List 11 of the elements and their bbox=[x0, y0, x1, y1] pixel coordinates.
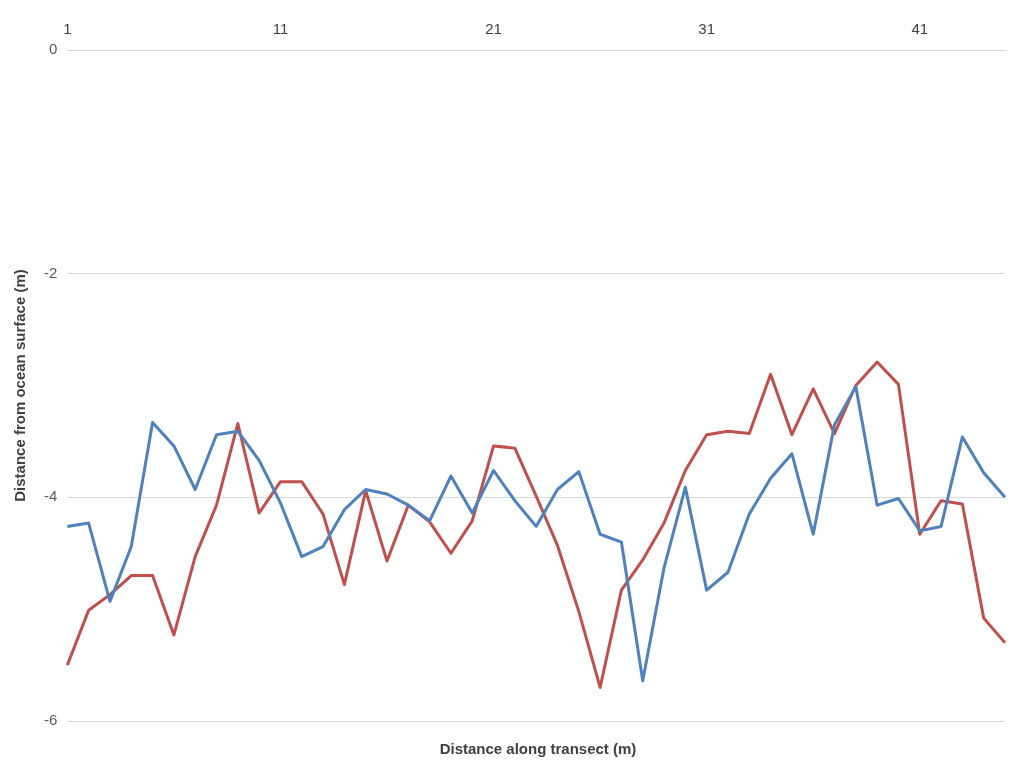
y-tick-label: 0 bbox=[48, 40, 58, 58]
x-tick-label: 31 bbox=[698, 20, 715, 38]
y-tick-label: -6 bbox=[43, 711, 58, 729]
y-tick-label: -2 bbox=[43, 263, 58, 281]
y-axis-title: Distance from ocean surface (m) bbox=[11, 269, 29, 502]
x-axis-title: Distance along transect (m) bbox=[438, 740, 638, 757]
x-tick-label: 11 bbox=[272, 20, 289, 38]
x-tick-label: 41 bbox=[911, 20, 929, 38]
y-tick-label: -4 bbox=[43, 487, 58, 505]
x-tick-label: 21 bbox=[485, 20, 502, 38]
x-tick-label: 1 bbox=[63, 20, 72, 38]
